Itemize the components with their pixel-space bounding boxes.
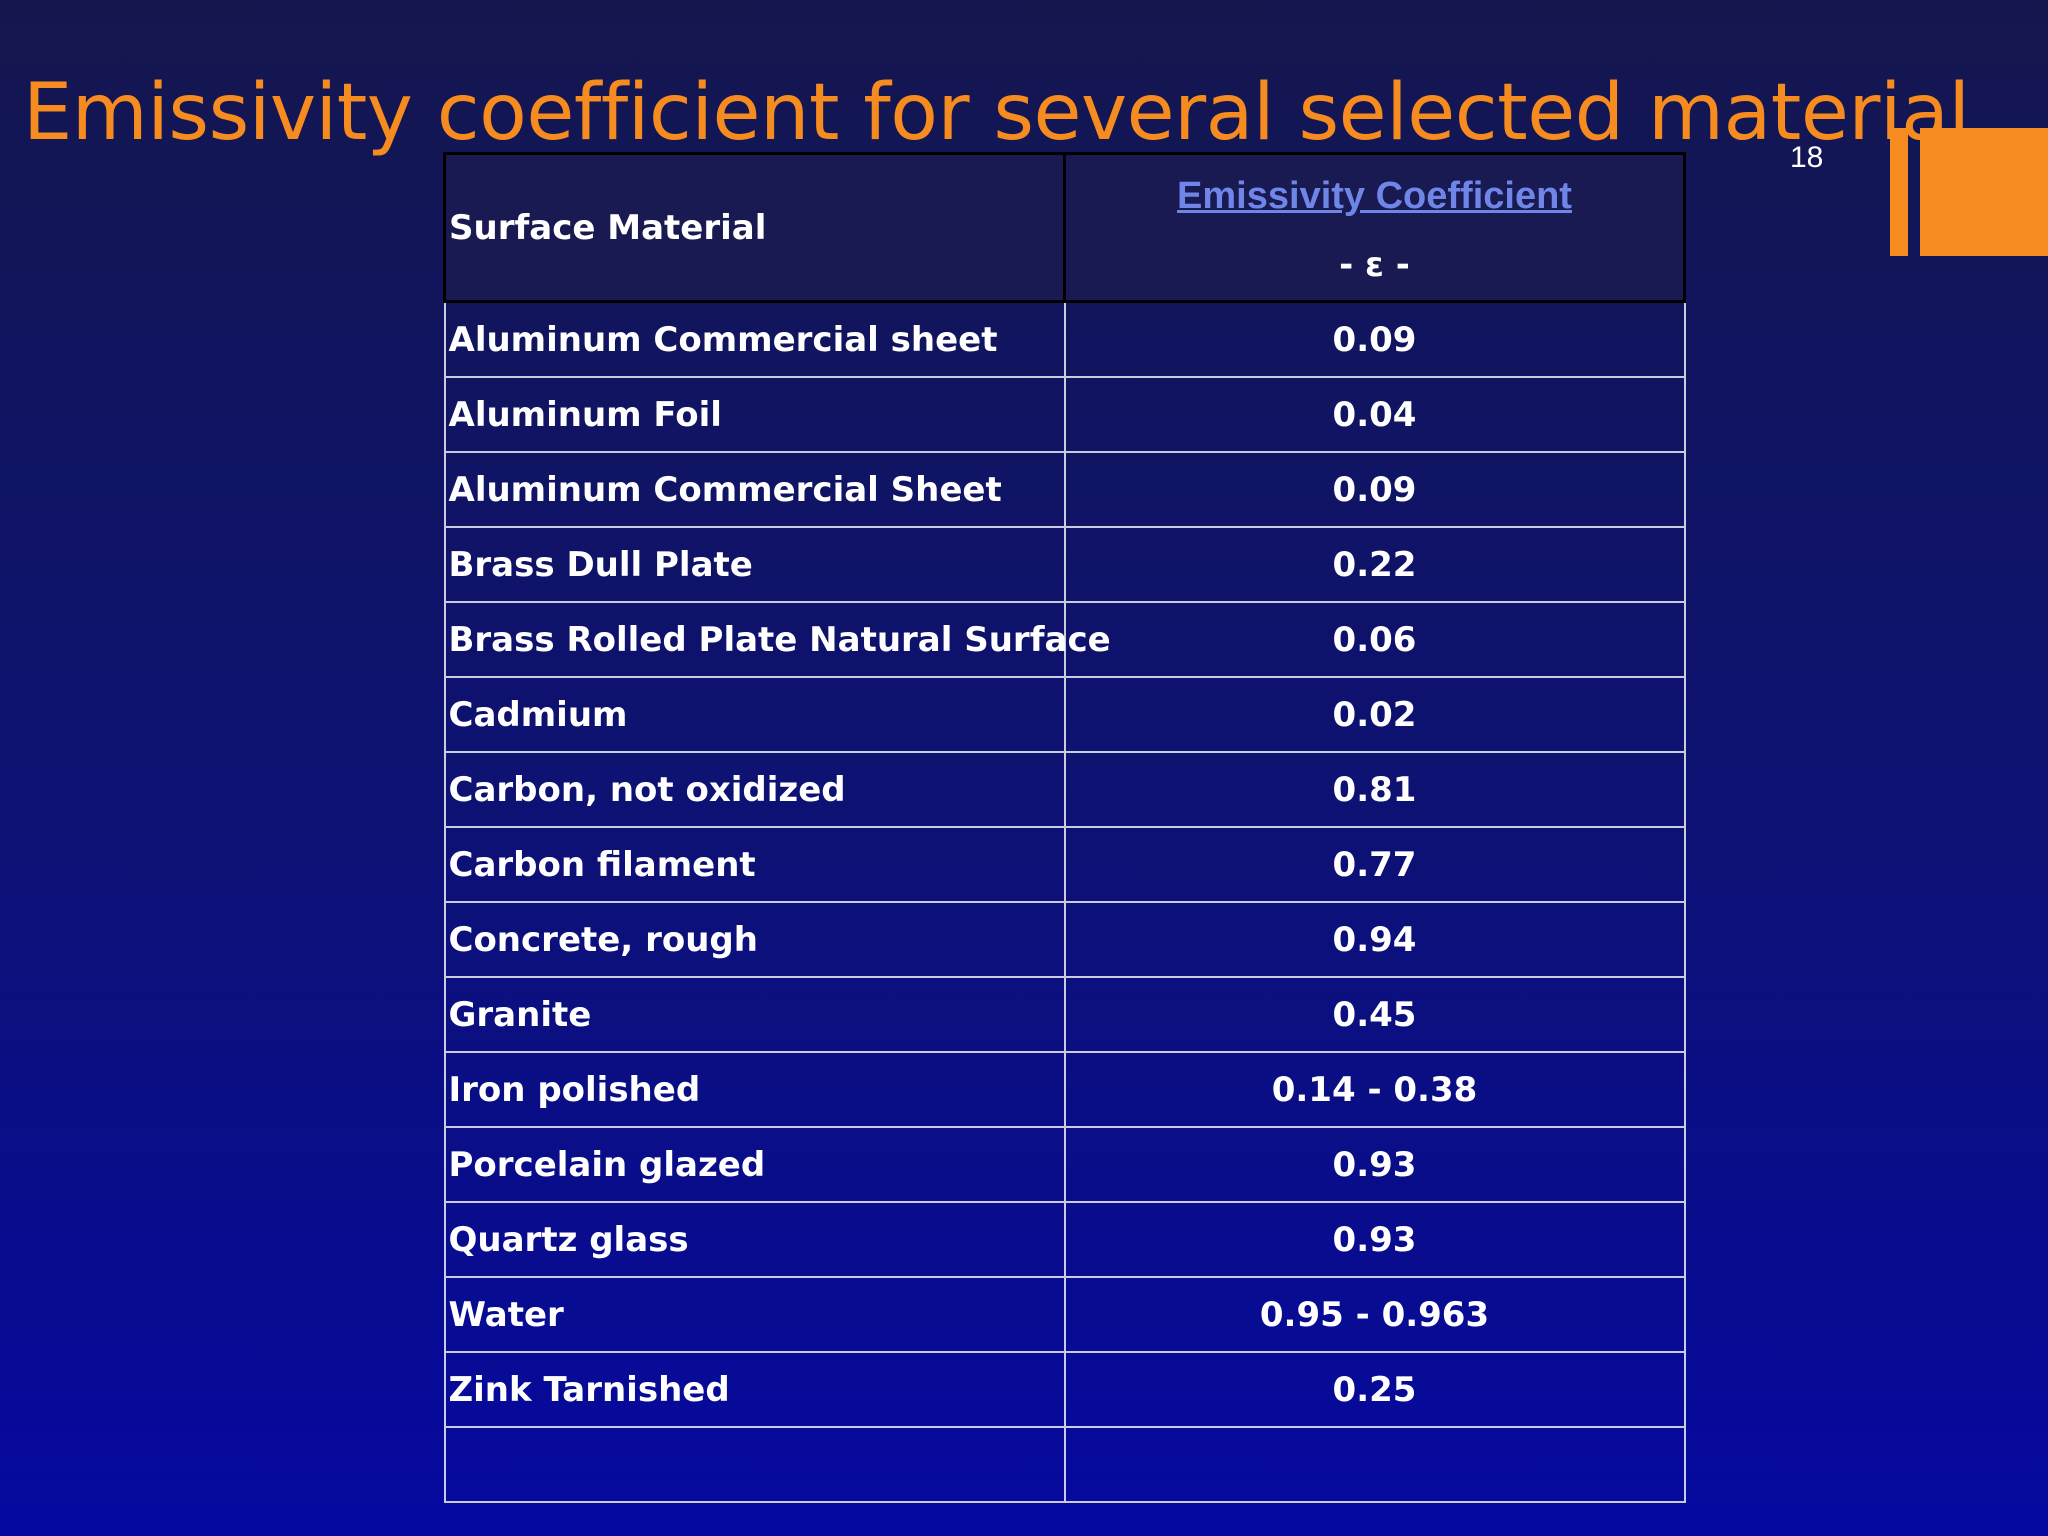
table-row: Aluminum Commercial sheet 0.09 <box>443 300 1686 378</box>
table-row: Brass Rolled Plate Natural Surface 0.06 <box>443 601 1686 678</box>
table-row: Cadmium 0.02 <box>443 676 1686 753</box>
material-cell: Aluminum Foil <box>443 376 1066 453</box>
material-cell <box>443 1426 1066 1503</box>
material-cell: Aluminum Commercial Sheet <box>443 451 1066 528</box>
material-cell: Concrete, rough <box>443 901 1066 978</box>
material-cell: Iron polished <box>443 1051 1066 1128</box>
value-cell: 0.04 <box>1063 376 1686 453</box>
material-cell: Zink Tarnished <box>443 1351 1066 1428</box>
material-cell: Carbon filament <box>443 826 1066 903</box>
table-row: Concrete, rough 0.94 <box>443 901 1686 978</box>
material-cell: Brass Rolled Plate Natural Surface <box>443 601 1111 678</box>
emissivity-coefficient-link[interactable]: Emissivity Coefficient <box>1177 175 1572 217</box>
header-emissivity-coefficient: Emissivity Coefficient - ε - <box>1063 152 1686 303</box>
material-cell: Aluminum Commercial sheet <box>443 300 1066 378</box>
value-cell: 0.22 <box>1063 526 1686 603</box>
table-row: Brass Dull Plate 0.22 <box>443 526 1686 603</box>
table-row: Water 0.95 - 0.963 <box>443 1276 1686 1353</box>
table-row-empty <box>443 1426 1686 1503</box>
slide-number: 18 <box>1790 141 1824 174</box>
material-cell: Porcelain glazed <box>443 1126 1066 1203</box>
accent-block-decoration <box>1920 128 2048 256</box>
material-cell: Quartz glass <box>443 1201 1066 1278</box>
value-cell: 0.09 <box>1063 300 1686 378</box>
value-cell: 0.45 <box>1063 976 1686 1053</box>
table-row: Granite 0.45 <box>443 976 1686 1053</box>
value-cell: 0.94 <box>1063 901 1686 978</box>
material-cell: Water <box>443 1276 1066 1353</box>
material-cell: Granite <box>443 976 1066 1053</box>
table-body: Aluminum Commercial sheet 0.09 Aluminum … <box>443 300 1686 1503</box>
table-row: Zink Tarnished 0.25 <box>443 1351 1686 1428</box>
material-cell: Carbon, not oxidized <box>443 751 1066 828</box>
value-cell: 0.14 - 0.38 <box>1063 1051 1686 1128</box>
table-row: Aluminum Foil 0.04 <box>443 376 1686 453</box>
emissivity-table: Surface Material Emissivity Coefficient … <box>443 152 1686 1503</box>
value-cell: 0.09 <box>1063 451 1686 528</box>
slide-title: Emissivity coefficient for several selec… <box>23 68 1970 158</box>
material-cell: Brass Dull Plate <box>443 526 1066 603</box>
value-cell: 0.81 <box>1063 751 1686 828</box>
table-header: Surface Material Emissivity Coefficient … <box>443 152 1686 303</box>
value-cell <box>1063 1426 1686 1503</box>
table-row: Carbon, not oxidized 0.81 <box>443 751 1686 828</box>
table-row: Porcelain glazed 0.93 <box>443 1126 1686 1203</box>
epsilon-symbol: - ε - <box>1339 245 1410 285</box>
table-row: Iron polished 0.14 - 0.38 <box>443 1051 1686 1128</box>
header-surface-material: Surface Material <box>443 152 1066 303</box>
material-cell: Cadmium <box>443 676 1066 753</box>
value-cell: 0.25 <box>1063 1351 1686 1428</box>
value-cell: 0.93 <box>1063 1126 1686 1203</box>
value-cell: 0.77 <box>1063 826 1686 903</box>
value-cell: 0.93 <box>1063 1201 1686 1278</box>
value-cell: 0.95 - 0.963 <box>1063 1276 1686 1353</box>
table-row: Carbon filament 0.77 <box>443 826 1686 903</box>
table-row: Quartz glass 0.93 <box>443 1201 1686 1278</box>
table-row: Aluminum Commercial Sheet 0.09 <box>443 451 1686 528</box>
value-cell: 0.06 <box>1063 601 1686 678</box>
header-row: Surface Material Emissivity Coefficient … <box>443 152 1686 303</box>
value-cell: 0.02 <box>1063 676 1686 753</box>
accent-bar-decoration <box>1890 128 1908 256</box>
